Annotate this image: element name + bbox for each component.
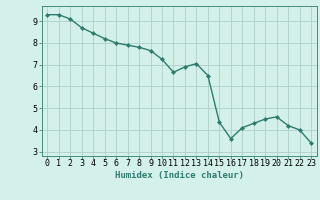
X-axis label: Humidex (Indice chaleur): Humidex (Indice chaleur) <box>115 171 244 180</box>
